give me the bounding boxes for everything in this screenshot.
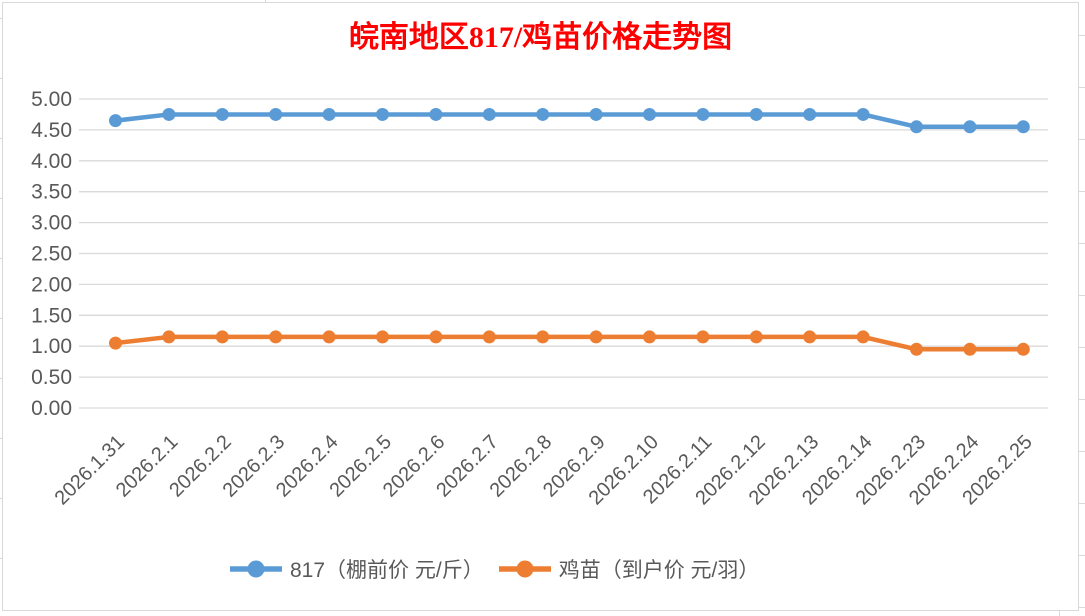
data-point bbox=[429, 107, 443, 121]
x-tick-label: 2026.1.31 bbox=[51, 431, 129, 509]
y-tick-label: 3.00 bbox=[31, 212, 72, 235]
y-tick-label: 3.50 bbox=[31, 181, 72, 204]
line-marker-icon bbox=[230, 560, 282, 578]
y-tick-label: 2.50 bbox=[31, 243, 72, 266]
sheet-gridline-stub bbox=[1079, 139, 1085, 140]
legend-label: 817（棚前价 元/斤） bbox=[290, 559, 484, 582]
data-point bbox=[376, 330, 389, 344]
legend-label: 鸡苗（到户价 元/羽） bbox=[558, 559, 760, 582]
data-point bbox=[322, 107, 336, 121]
sheet-gridline-stub bbox=[0, 378, 3, 379]
y-tick-label: 0.00 bbox=[31, 397, 72, 420]
y-tick-label: 4.50 bbox=[31, 119, 72, 142]
data-point bbox=[643, 107, 656, 121]
data-point bbox=[109, 336, 122, 350]
data-point bbox=[162, 330, 176, 344]
data-point bbox=[162, 107, 176, 121]
data-point bbox=[482, 330, 496, 344]
line-marker-icon bbox=[498, 560, 551, 578]
sheet-gridline-stub bbox=[1079, 87, 1085, 88]
data-point bbox=[749, 107, 763, 121]
y-tick-label: 2.00 bbox=[31, 273, 72, 296]
data-point bbox=[696, 107, 710, 121]
legend: 817（棚前价 元/斤） 鸡苗（到户价 元/羽） bbox=[229, 554, 759, 584]
data-point bbox=[322, 330, 336, 344]
chart-title: 皖南地区817/鸡苗价格走势图 bbox=[348, 21, 733, 54]
data-point bbox=[1016, 120, 1030, 134]
sheet-gridline-stub bbox=[1079, 503, 1085, 504]
data-point bbox=[376, 107, 389, 121]
data-point bbox=[536, 107, 550, 121]
data-point bbox=[589, 107, 603, 121]
data-point bbox=[696, 330, 710, 344]
data-point bbox=[963, 342, 977, 356]
data-point bbox=[269, 107, 283, 121]
data-point bbox=[910, 342, 923, 356]
data-point bbox=[856, 330, 870, 344]
data-point bbox=[536, 330, 550, 344]
legend-item-jimiao[interactable]: 鸡苗（到户价 元/羽） bbox=[498, 554, 760, 584]
sheet-gridline-stub bbox=[1079, 295, 1085, 296]
data-point bbox=[1016, 342, 1030, 356]
series-0 bbox=[109, 107, 1030, 134]
data-point bbox=[643, 330, 656, 344]
y-tick-label: 5.00 bbox=[31, 88, 72, 111]
data-point bbox=[269, 330, 283, 344]
y-tick-label: 0.50 bbox=[31, 366, 72, 389]
data-point bbox=[963, 120, 977, 134]
data-point bbox=[215, 107, 229, 121]
sheet-gridline-stub bbox=[0, 198, 3, 199]
legend-item-817[interactable]: 817（棚前价 元/斤） bbox=[229, 554, 484, 584]
data-point bbox=[803, 107, 817, 121]
sheet-gridline-stub bbox=[1079, 243, 1085, 244]
sheet-gridline-stub bbox=[1079, 191, 1085, 192]
sheet-gridline-stub bbox=[1079, 35, 1085, 36]
data-point bbox=[589, 330, 603, 344]
sheet-gridline-stub bbox=[0, 138, 3, 139]
sheet-gridline-stub bbox=[1079, 451, 1085, 452]
sheet-gridline-stub bbox=[0, 78, 3, 79]
y-tick-label: 1.00 bbox=[31, 335, 72, 358]
sheet-gridline-stub bbox=[0, 18, 3, 19]
series-line-0 bbox=[113, 112, 1026, 130]
gridlines bbox=[79, 98, 1048, 409]
y-tick-label: 4.00 bbox=[31, 150, 72, 173]
sheet-gridline-stub bbox=[1079, 555, 1085, 556]
y-axis: 0.00 0.50 1.00 1.50 2.00 2.50 3.00 3.50 4.00 4.50… bbox=[31, 88, 72, 420]
sheet-gridline-stub bbox=[1079, 607, 1085, 608]
sheet-gridline-stub bbox=[1059, 611, 1060, 616]
sheet-gridline-stub bbox=[1079, 399, 1085, 400]
sheet-gridline-stub bbox=[1079, 347, 1085, 348]
sheet-gridline-stub bbox=[0, 438, 3, 439]
sheet-gridline-stub bbox=[0, 498, 3, 499]
sheet-gridline-stub bbox=[0, 258, 3, 259]
series-1 bbox=[109, 330, 1030, 356]
y-tick-label: 1.50 bbox=[31, 304, 72, 327]
series-line-1 bbox=[113, 334, 1026, 352]
data-point bbox=[856, 107, 870, 121]
data-point bbox=[109, 114, 122, 128]
data-point bbox=[429, 330, 443, 344]
sheet-gridline-stub bbox=[265, 0, 266, 2]
sheet-gridline-stub bbox=[0, 318, 3, 319]
data-point bbox=[910, 120, 923, 134]
data-point bbox=[482, 107, 496, 121]
sheet-gridline-stub bbox=[0, 558, 3, 559]
data-point bbox=[215, 330, 229, 344]
x-axis: 2026.1.312026.2.12026.2.22026.2.32026.2.… bbox=[51, 431, 1037, 509]
data-point bbox=[749, 330, 763, 344]
data-point bbox=[803, 330, 817, 344]
